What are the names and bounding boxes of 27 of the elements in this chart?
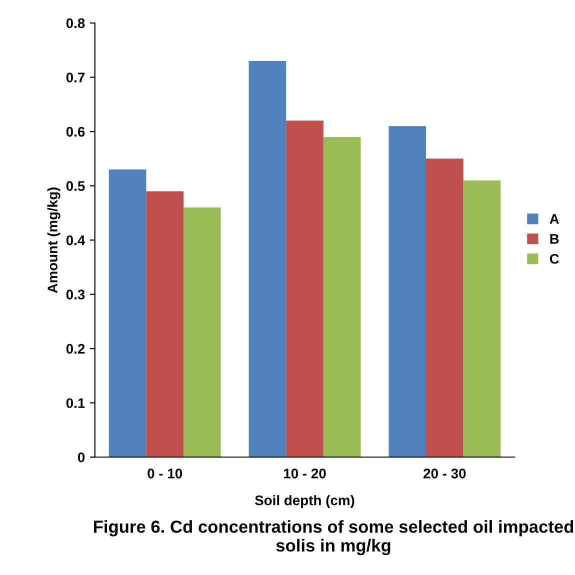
y-tick-label: 0.6 bbox=[66, 126, 85, 137]
bar bbox=[286, 120, 324, 458]
legend-label: A bbox=[550, 214, 560, 224]
bar bbox=[248, 60, 286, 458]
x-tick-label: 20 - 30 bbox=[424, 468, 466, 478]
legend-label: C bbox=[550, 254, 559, 264]
bar bbox=[323, 136, 361, 458]
y-tick-label: 0.8 bbox=[66, 18, 85, 28]
x-axis-title: Soil depth (cm) bbox=[255, 495, 354, 508]
bar bbox=[183, 208, 221, 458]
y-tick-label: 0.4 bbox=[66, 235, 86, 246]
y-axis-title: Amount (mg/kg) bbox=[47, 188, 60, 293]
y-tick-label: 0.5 bbox=[66, 181, 85, 191]
caption: Figure 6. Cd concentrations of some selected oil impacted solis in mg/kg bbox=[94, 520, 574, 556]
y-tick-label: 0.2 bbox=[66, 344, 85, 354]
legend-label: B bbox=[550, 234, 559, 244]
y-tick-label: 0.1 bbox=[66, 398, 85, 408]
bar bbox=[463, 180, 501, 458]
y-tick-label: 0 bbox=[78, 452, 85, 462]
y-tick-label: 0.7 bbox=[66, 72, 85, 82]
bar bbox=[108, 170, 146, 458]
x-tick-label: 0 - 10 bbox=[148, 468, 182, 478]
bar bbox=[426, 158, 464, 458]
x-tick-label: 10 - 20 bbox=[284, 468, 326, 478]
bar bbox=[146, 191, 184, 458]
y-tick-label: 0.3 bbox=[66, 290, 85, 300]
bar bbox=[388, 126, 426, 458]
